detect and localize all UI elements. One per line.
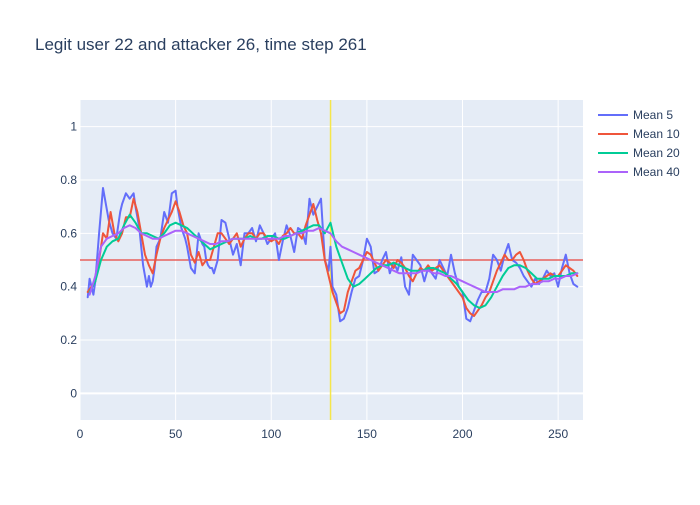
series-line-mean-40 [88,224,579,296]
legend-label: Mean 5 [633,108,673,122]
y-tick-label: 0.2 [60,333,77,347]
legend: Mean 5 Mean 10 Mean 20 Mean 40 [598,108,680,179]
y-tick-label: 0 [70,386,77,400]
y-tick-label: 0.6 [60,226,77,240]
legend-item: Mean 40 [598,165,680,179]
x-tick-label: 100 [261,427,281,441]
y-axis: 0 0.2 0.4 0.6 0.8 1 [60,120,77,401]
legend-item: Mean 10 [598,127,680,141]
chart-title: Legit user 22 and attacker 26, time step… [35,35,367,54]
series-line-mean-20 [88,213,579,309]
x-tick-label: 50 [169,427,183,441]
x-tick-label: 0 [77,427,84,441]
legend-label: Mean 40 [633,165,680,179]
plot-area [79,100,583,420]
x-tick-label: 150 [357,427,377,441]
y-tick-label: 0.8 [60,173,77,187]
legend-label: Mean 20 [633,146,680,160]
series-line-mean-10 [86,197,579,317]
y-tick-label: 1 [70,120,77,134]
y-tick-label: 0.4 [60,280,77,294]
x-tick-label: 250 [548,427,568,441]
legend-item: Mean 5 [598,108,673,122]
x-axis: 0 50 100 150 200 250 [77,427,569,441]
legend-item: Mean 20 [598,146,680,160]
x-tick-label: 200 [452,427,472,441]
legend-label: Mean 10 [633,127,680,141]
